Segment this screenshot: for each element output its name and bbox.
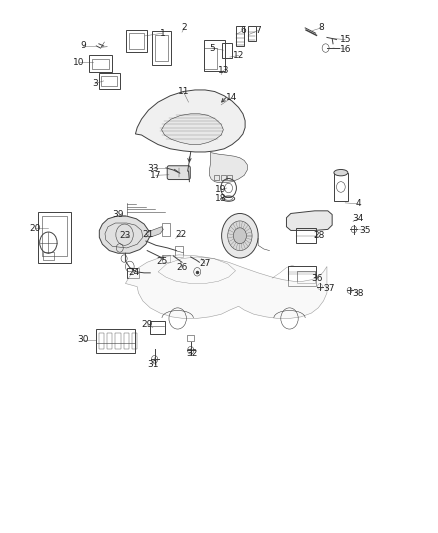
Text: 32: 32: [186, 350, 198, 359]
Text: 31: 31: [147, 360, 159, 369]
Bar: [296, 228, 317, 243]
Text: 39: 39: [112, 210, 124, 219]
Text: 37: 37: [323, 284, 335, 293]
Bar: [38, 212, 71, 263]
Bar: [204, 39, 225, 71]
Bar: [187, 335, 194, 341]
Bar: [102, 76, 117, 86]
Text: 17: 17: [150, 171, 162, 180]
Bar: [152, 31, 171, 65]
Ellipse shape: [334, 169, 348, 176]
Text: 3: 3: [92, 79, 98, 88]
Text: 15: 15: [339, 35, 351, 44]
Polygon shape: [135, 90, 245, 152]
Text: 23: 23: [120, 231, 131, 240]
Bar: [297, 271, 315, 283]
Text: 1: 1: [159, 29, 165, 38]
Text: 16: 16: [339, 45, 351, 54]
Text: 7: 7: [255, 26, 261, 35]
Text: 35: 35: [359, 226, 371, 235]
Bar: [116, 333, 120, 349]
Text: 18: 18: [215, 194, 227, 203]
Bar: [150, 321, 165, 334]
Text: 20: 20: [30, 224, 41, 233]
Bar: [126, 30, 147, 52]
Text: 29: 29: [141, 320, 153, 329]
Polygon shape: [286, 211, 332, 230]
Text: 5: 5: [210, 44, 215, 53]
Text: 27: 27: [199, 260, 211, 268]
Bar: [99, 73, 120, 89]
Circle shape: [233, 228, 247, 244]
Bar: [248, 26, 255, 41]
Bar: [162, 255, 170, 262]
Text: 34: 34: [353, 214, 364, 223]
Text: 10: 10: [73, 58, 85, 67]
Text: 4: 4: [356, 199, 361, 208]
Bar: [221, 175, 226, 180]
Text: 14: 14: [226, 93, 237, 102]
Text: 36: 36: [311, 273, 323, 282]
Bar: [222, 43, 232, 58]
Polygon shape: [99, 216, 149, 253]
Polygon shape: [146, 227, 163, 237]
Bar: [175, 246, 183, 257]
Bar: [236, 26, 244, 46]
Text: 21: 21: [143, 230, 154, 239]
Text: 19: 19: [215, 185, 227, 194]
Circle shape: [228, 221, 252, 251]
Bar: [214, 175, 219, 180]
Bar: [89, 55, 112, 72]
Text: 33: 33: [147, 164, 159, 173]
Polygon shape: [209, 152, 247, 183]
Bar: [334, 173, 348, 201]
Text: 9: 9: [80, 42, 86, 51]
Bar: [288, 266, 316, 286]
FancyBboxPatch shape: [167, 166, 190, 180]
Bar: [43, 252, 54, 260]
Bar: [227, 175, 233, 180]
Text: 6: 6: [240, 26, 246, 35]
Bar: [124, 333, 129, 349]
Text: 8: 8: [318, 23, 324, 33]
Bar: [96, 329, 134, 353]
Text: 12: 12: [233, 51, 244, 60]
Bar: [107, 333, 112, 349]
Bar: [131, 333, 137, 349]
Polygon shape: [162, 114, 223, 144]
Bar: [99, 333, 104, 349]
Text: 28: 28: [314, 231, 325, 240]
Bar: [42, 216, 67, 256]
Bar: [162, 223, 170, 236]
Text: 22: 22: [175, 230, 186, 239]
Text: 26: 26: [177, 263, 188, 272]
Bar: [155, 35, 168, 61]
Text: 25: 25: [157, 257, 168, 265]
Text: 24: 24: [128, 268, 140, 277]
Bar: [127, 268, 139, 278]
Text: 13: 13: [218, 66, 229, 75]
Text: 30: 30: [78, 335, 89, 344]
Bar: [129, 34, 144, 49]
Text: 11: 11: [177, 87, 189, 96]
Polygon shape: [125, 255, 327, 318]
Bar: [204, 48, 217, 69]
Text: 2: 2: [181, 23, 187, 33]
Text: 38: 38: [353, 288, 364, 297]
Bar: [92, 59, 110, 69]
Circle shape: [222, 214, 258, 258]
